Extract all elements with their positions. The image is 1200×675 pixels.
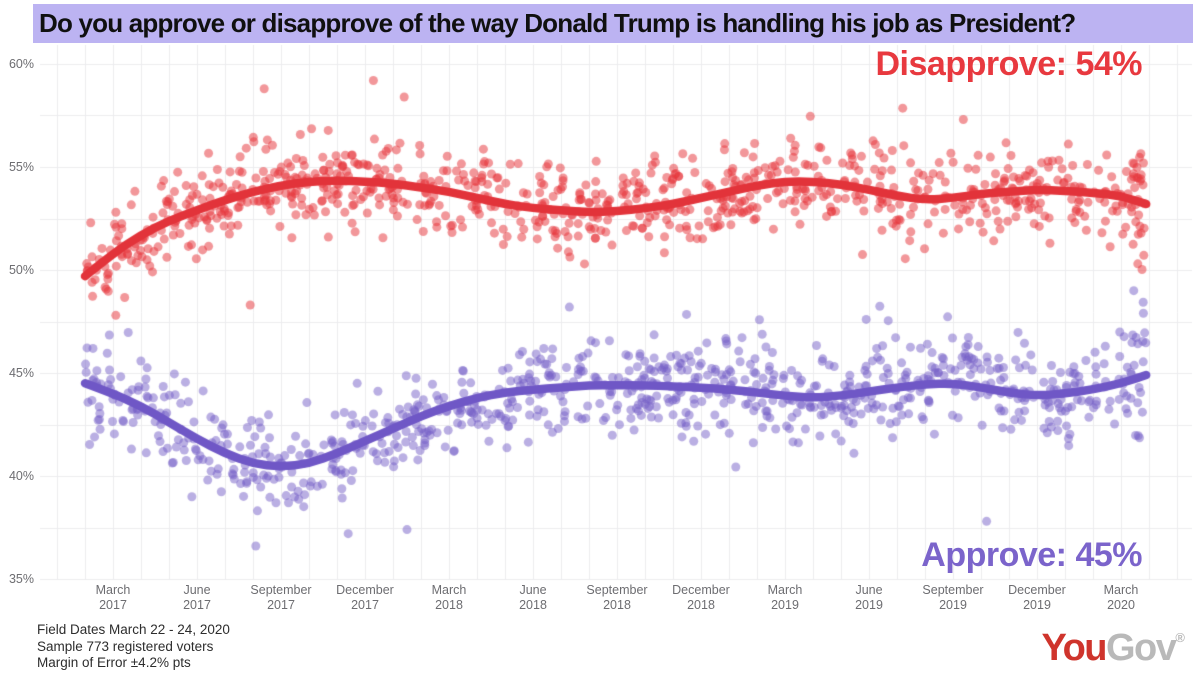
x-tick-label: September 2019 xyxy=(903,583,1003,613)
x-tick-label: June 2018 xyxy=(483,583,583,613)
x-tick-year: 2017 xyxy=(351,598,379,612)
x-tick-label: March 2017 xyxy=(63,583,163,613)
x-tick-month: December xyxy=(672,583,730,597)
x-tick-label: March 2020 xyxy=(1071,583,1171,613)
x-tick-label: September 2018 xyxy=(567,583,667,613)
x-tick-label: December 2019 xyxy=(987,583,1087,613)
x-tick-month: December xyxy=(1008,583,1066,597)
y-tick-label: 45% xyxy=(8,366,34,380)
sample-size-note: Sample 773 registered voters xyxy=(37,638,214,654)
chart-title-banner: Do you approve or disapprove of the way … xyxy=(33,4,1193,43)
x-tick-month: June xyxy=(855,583,883,597)
x-tick-year: 2019 xyxy=(855,598,883,612)
field-dates-note: Field Dates March 22 - 24, 2020 xyxy=(37,622,230,637)
registered-trademark-icon: ® xyxy=(1175,630,1185,645)
x-tick-month: March xyxy=(431,583,467,597)
x-tick-year: 2017 xyxy=(183,598,211,612)
yougov-logo-you: You xyxy=(1041,627,1108,669)
yougov-logo: YouGov® xyxy=(1042,627,1185,670)
x-tick-month: December xyxy=(336,583,394,597)
margin-of-error-note: Margin of Error ±4.2% pts xyxy=(37,655,191,670)
chart-footnotes: Field Dates March 22 - 24, 2020 Sample 7… xyxy=(37,622,230,672)
approve-series-label: Approve: 45% xyxy=(921,536,1142,574)
y-tick-label: 40% xyxy=(8,469,34,483)
y-tick-label: 60% xyxy=(8,57,34,71)
x-tick-label: September 2017 xyxy=(231,583,331,613)
x-tick-year: 2019 xyxy=(1023,598,1051,612)
x-tick-year: 2017 xyxy=(99,598,127,612)
x-tick-month: June xyxy=(183,583,211,597)
x-tick-month: September xyxy=(250,583,312,597)
yougov-logo-gov: Gov xyxy=(1106,627,1177,669)
x-tick-year: 2020 xyxy=(1107,598,1135,612)
x-tick-year: 2018 xyxy=(687,598,715,612)
x-tick-month: March xyxy=(767,583,803,597)
chart-title: Do you approve or disapprove of the way … xyxy=(39,8,1076,38)
x-tick-year: 2018 xyxy=(519,598,547,612)
x-tick-label: June 2017 xyxy=(147,583,247,613)
x-tick-month: September xyxy=(586,583,648,597)
x-tick-year: 2017 xyxy=(267,598,295,612)
x-tick-label: December 2018 xyxy=(651,583,751,613)
x-tick-month: March xyxy=(1103,583,1139,597)
x-tick-year: 2019 xyxy=(939,598,967,612)
y-tick-label: 35% xyxy=(8,572,34,586)
x-tick-month: June xyxy=(519,583,547,597)
x-tick-month: March xyxy=(95,583,131,597)
x-tick-label: December 2017 xyxy=(315,583,415,613)
x-tick-year: 2018 xyxy=(435,598,463,612)
disapprove-series-label: Disapprove: 54% xyxy=(875,45,1143,83)
y-tick-label: 55% xyxy=(8,160,34,174)
x-tick-label: June 2019 xyxy=(819,583,919,613)
x-tick-year: 2018 xyxy=(603,598,631,612)
x-tick-month: September xyxy=(922,583,984,597)
y-tick-label: 50% xyxy=(8,263,34,277)
x-tick-label: March 2019 xyxy=(735,583,835,613)
x-tick-year: 2019 xyxy=(771,598,799,612)
x-tick-label: March 2018 xyxy=(399,583,499,613)
